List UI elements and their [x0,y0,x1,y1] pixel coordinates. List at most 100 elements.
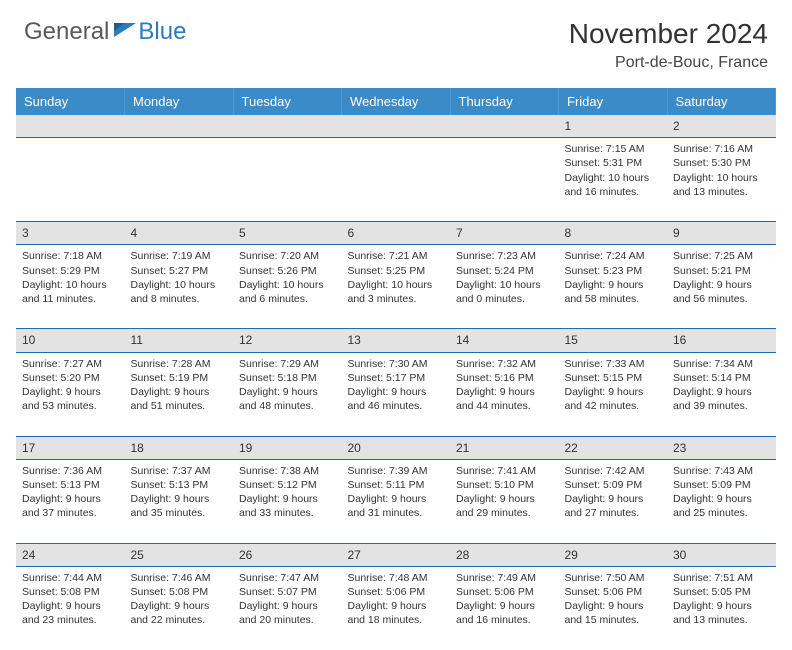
daylight-line-2: and 6 minutes. [239,292,336,306]
brand-logo: General Blue [24,18,186,46]
day-number: 23 [673,441,686,455]
daylight-line-1: Daylight: 9 hours [348,492,445,506]
day-number: 29 [565,548,578,562]
sunset-line: Sunset: 5:31 PM [565,156,662,170]
sunrise-line: Sunrise: 7:48 AM [348,571,445,585]
daylight-line-1: Daylight: 9 hours [22,492,119,506]
day-cell: Sunrise: 7:43 AMSunset: 5:09 PMDaylight:… [667,459,776,543]
day-cell: Sunrise: 7:47 AMSunset: 5:07 PMDaylight:… [233,566,342,650]
daylight-line-2: and 11 minutes. [22,292,119,306]
title-block: November 2024 Port-de-Bouc, France [569,18,768,72]
day-cell: Sunrise: 7:51 AMSunset: 5:05 PMDaylight:… [667,566,776,650]
sunrise-line: Sunrise: 7:47 AM [239,571,336,585]
day-number: 9 [673,226,680,240]
sunrise-line: Sunrise: 7:46 AM [131,571,228,585]
brand-part1: General [24,18,109,46]
daylight-line-1: Daylight: 10 hours [348,278,445,292]
day-number: 4 [131,226,138,240]
daylight-line-2: and 23 minutes. [22,613,119,627]
daynum-row: 10111213141516 [16,329,776,352]
weekday-friday: Friday [559,88,668,115]
daynum-cell: 3 [16,222,125,245]
page-header: General Blue November 2024 Port-de-Bouc,… [0,0,792,80]
day-number: 28 [456,548,469,562]
daylight-line-2: and 44 minutes. [456,399,553,413]
sunrise-line: Sunrise: 7:51 AM [673,571,770,585]
day-cell: Sunrise: 7:30 AMSunset: 5:17 PMDaylight:… [342,352,451,436]
sunset-line: Sunset: 5:24 PM [456,264,553,278]
sunset-line: Sunset: 5:16 PM [456,371,553,385]
sunset-line: Sunset: 5:08 PM [22,585,119,599]
day-cell: Sunrise: 7:28 AMSunset: 5:19 PMDaylight:… [125,352,234,436]
day-number: 1 [565,119,572,133]
detail-row: Sunrise: 7:44 AMSunset: 5:08 PMDaylight:… [16,566,776,650]
sunrise-line: Sunrise: 7:49 AM [456,571,553,585]
weekday-sunday: Sunday [16,88,125,115]
daylight-line-2: and 48 minutes. [239,399,336,413]
day-number: 5 [239,226,246,240]
sunset-line: Sunset: 5:12 PM [239,478,336,492]
daylight-line-1: Daylight: 9 hours [348,385,445,399]
daylight-line-1: Daylight: 9 hours [22,599,119,613]
location-label: Port-de-Bouc, France [569,54,768,72]
sunrise-line: Sunrise: 7:19 AM [131,249,228,263]
day-cell: Sunrise: 7:29 AMSunset: 5:18 PMDaylight:… [233,352,342,436]
sunset-line: Sunset: 5:23 PM [565,264,662,278]
daynum-cell: 8 [559,222,668,245]
day-cell: Sunrise: 7:19 AMSunset: 5:27 PMDaylight:… [125,245,234,329]
daylight-line-2: and 18 minutes. [348,613,445,627]
sunrise-line: Sunrise: 7:37 AM [131,464,228,478]
sunrise-line: Sunrise: 7:16 AM [673,142,770,156]
sunrise-line: Sunrise: 7:27 AM [22,357,119,371]
detail-row: Sunrise: 7:36 AMSunset: 5:13 PMDaylight:… [16,459,776,543]
weekday-wednesday: Wednesday [342,88,451,115]
sunset-line: Sunset: 5:20 PM [22,371,119,385]
day-cell: Sunrise: 7:41 AMSunset: 5:10 PMDaylight:… [450,459,559,543]
day-number: 2 [673,119,680,133]
day-number: 16 [673,333,686,347]
day-number: 22 [565,441,578,455]
daylight-line-1: Daylight: 9 hours [131,492,228,506]
sunrise-line: Sunrise: 7:15 AM [565,142,662,156]
daynum-cell [16,115,125,138]
day-cell: Sunrise: 7:15 AMSunset: 5:31 PMDaylight:… [559,138,668,222]
daylight-line-1: Daylight: 9 hours [673,278,770,292]
brand-part2: Blue [138,18,186,46]
day-number: 12 [239,333,252,347]
sunrise-line: Sunrise: 7:18 AM [22,249,119,263]
sunrise-line: Sunrise: 7:42 AM [565,464,662,478]
day-cell: Sunrise: 7:49 AMSunset: 5:06 PMDaylight:… [450,566,559,650]
calendar-table: SundayMondayTuesdayWednesdayThursdayFrid… [16,88,776,650]
daynum-cell [125,115,234,138]
sunrise-line: Sunrise: 7:23 AM [456,249,553,263]
daynum-cell: 4 [125,222,234,245]
daylight-line-1: Daylight: 9 hours [239,492,336,506]
day-cell: Sunrise: 7:21 AMSunset: 5:25 PMDaylight:… [342,245,451,329]
sunrise-line: Sunrise: 7:39 AM [348,464,445,478]
weekday-monday: Monday [125,88,234,115]
day-cell: Sunrise: 7:20 AMSunset: 5:26 PMDaylight:… [233,245,342,329]
daynum-cell: 14 [450,329,559,352]
sunrise-line: Sunrise: 7:25 AM [673,249,770,263]
day-number: 6 [348,226,355,240]
day-cell: Sunrise: 7:24 AMSunset: 5:23 PMDaylight:… [559,245,668,329]
daylight-line-1: Daylight: 9 hours [348,599,445,613]
daylight-line-1: Daylight: 10 hours [239,278,336,292]
daylight-line-1: Daylight: 9 hours [565,492,662,506]
daynum-cell: 5 [233,222,342,245]
daynum-cell: 24 [16,543,125,566]
sunrise-line: Sunrise: 7:21 AM [348,249,445,263]
daylight-line-2: and 53 minutes. [22,399,119,413]
sunset-line: Sunset: 5:27 PM [131,264,228,278]
daynum-cell: 15 [559,329,668,352]
sunrise-line: Sunrise: 7:41 AM [456,464,553,478]
sunset-line: Sunset: 5:29 PM [22,264,119,278]
day-number: 18 [131,441,144,455]
daylight-line-1: Daylight: 9 hours [456,492,553,506]
day-cell: Sunrise: 7:23 AMSunset: 5:24 PMDaylight:… [450,245,559,329]
sunrise-line: Sunrise: 7:28 AM [131,357,228,371]
sunset-line: Sunset: 5:05 PM [673,585,770,599]
sunset-line: Sunset: 5:08 PM [131,585,228,599]
day-cell: Sunrise: 7:37 AMSunset: 5:13 PMDaylight:… [125,459,234,543]
brand-flag-icon [114,23,136,41]
